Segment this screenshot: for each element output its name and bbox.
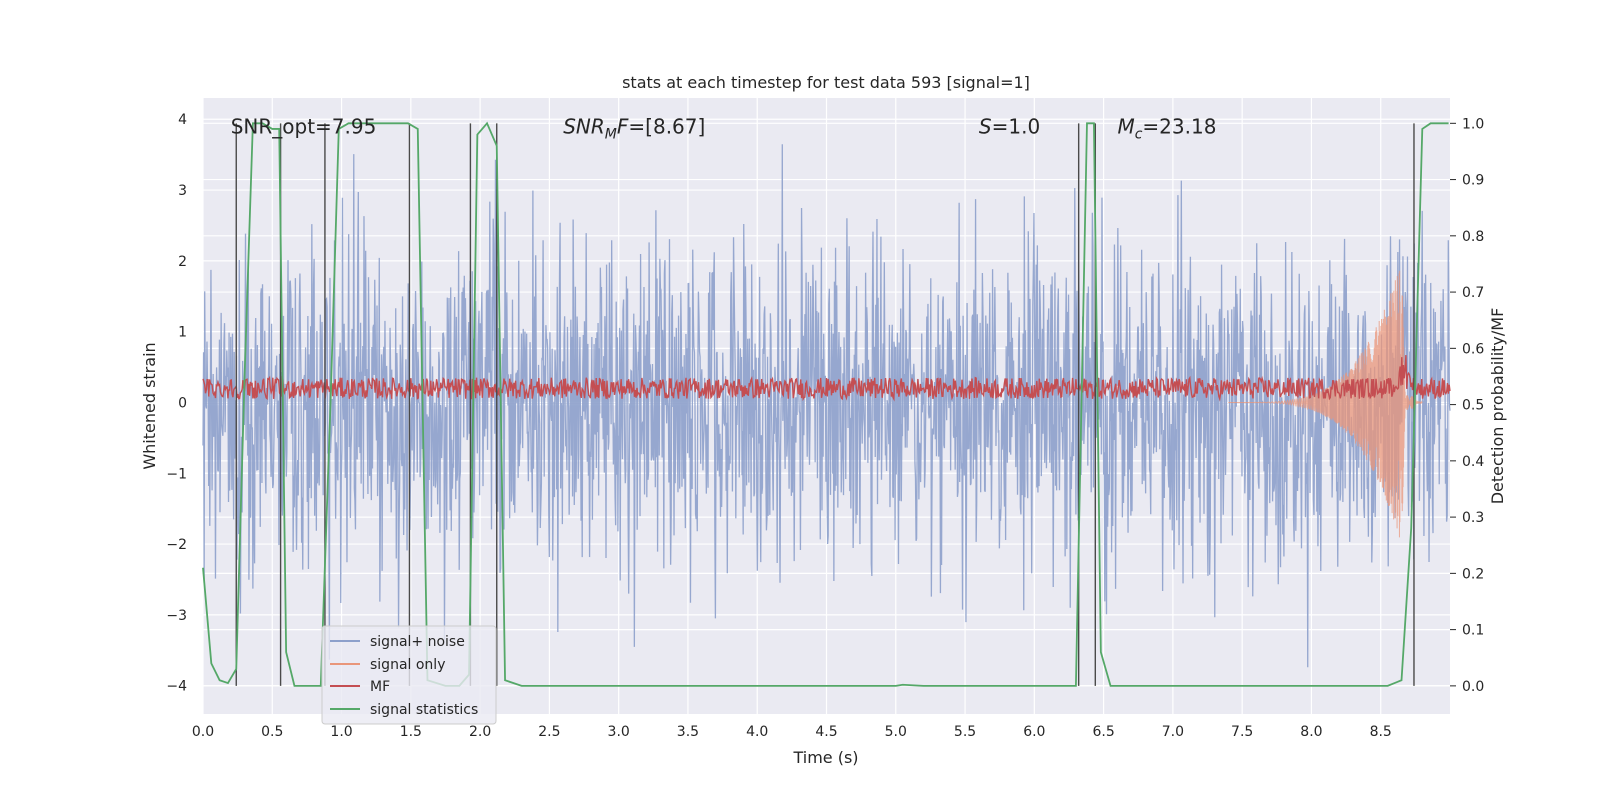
mf-series: [202, 355, 1451, 402]
legend-label-signal-noise: signal+ noise: [370, 634, 465, 650]
x-tick-label: 8.5: [1370, 724, 1392, 740]
x-tick-label: 1.0: [330, 724, 352, 740]
x-axis-label: Time (s): [792, 748, 858, 767]
y-tick-label: −1: [166, 466, 187, 482]
y-right-tick-label: 0.5: [1462, 398, 1484, 414]
y-right-axis-label: Detection probability/MF: [1488, 308, 1507, 505]
y-tick-label: 2: [178, 254, 187, 270]
x-tick-label: 3.5: [677, 724, 699, 740]
y-right-tick-labels: 0.0 0.1 0.2 0.3 0.4 0.5 0.6 0.7 0.8 0.9 1.0: [1450, 116, 1484, 695]
x-tick-label: 5.0: [885, 724, 907, 740]
y-tick-label: 1: [178, 325, 187, 341]
y-tick-label: 3: [178, 183, 187, 199]
x-tick-label: 6.0: [1023, 724, 1045, 740]
annotation-s: S=1.0: [979, 114, 1040, 138]
y-tick-label: −2: [166, 537, 187, 553]
x-tick-label: 1.5: [400, 724, 422, 740]
y-right-tick-label: 0.1: [1462, 623, 1484, 639]
x-tick-label: 0.0: [192, 724, 214, 740]
legend-frame: [321, 625, 497, 725]
x-tick-label: 8.0: [1300, 724, 1322, 740]
y-right-tick-label: 0.2: [1462, 566, 1484, 582]
x-tick-labels: 0.0 0.5 1.0 1.5 2.0 2.5 3.0 3.5 4.0 4.5 5.0 5.5 6.0 6…: [192, 724, 1392, 740]
signal-only-line: [1228, 270, 1423, 538]
legend-label-signal-only: signal only: [370, 657, 445, 673]
y-tick-label: −3: [166, 608, 187, 624]
x-tick-label: 2.5: [538, 724, 560, 740]
y-right-tick-label: 0.8: [1462, 229, 1484, 245]
annotation-snr-mf: SNRMF=[8.67]: [563, 114, 705, 142]
y-axis-label: Whitened strain: [140, 342, 159, 469]
legend-label-mf: MF: [370, 679, 390, 695]
x-tick-label: 7.5: [1231, 724, 1253, 740]
mf-line: [202, 355, 1451, 402]
signal-only-series: [1228, 270, 1423, 538]
x-tick-label: 4.0: [746, 724, 768, 740]
x-tick-label: 6.5: [1092, 724, 1114, 740]
x-tick-label: 7.0: [1162, 724, 1184, 740]
y-right-tick-label: 0.3: [1462, 510, 1484, 526]
legend: signal+ noise signal only MF signal stat…: [321, 625, 497, 725]
chart-title: stats at each timestep for test data 593…: [622, 73, 1030, 92]
y-tick-labels: −4 −3 −2 −1 0 1 2 3 4: [166, 112, 187, 694]
y-right-tick-label: 0.9: [1462, 173, 1484, 189]
y-right-tick-label: 0.0: [1462, 679, 1484, 695]
y-right-tick-label: 1.0: [1462, 116, 1484, 132]
annotation-snr-opt: SNR_opt=7.95: [231, 114, 377, 138]
y-tick-label: −4: [166, 679, 187, 695]
x-tick-label: 4.5: [815, 724, 837, 740]
y-right-tick-label: 0.6: [1462, 341, 1484, 357]
x-tick-label: 5.5: [954, 724, 976, 740]
x-tick-label: 2.0: [469, 724, 491, 740]
legend-label-signal-statistics: signal statistics: [370, 702, 478, 718]
x-tick-label: 3.0: [608, 724, 630, 740]
x-tick-label: 0.5: [261, 724, 283, 740]
annotations: SNR_opt=7.95 SNRMF=[8.67] S=1.0 Mc=23.18: [231, 114, 1217, 142]
y-tick-label: 4: [178, 112, 187, 128]
annotation-mc: Mc=23.18: [1117, 114, 1216, 142]
y-tick-label: 0: [178, 395, 187, 411]
y-right-tick-label: 0.4: [1462, 454, 1484, 470]
y-right-tick-label: 0.7: [1462, 285, 1484, 301]
